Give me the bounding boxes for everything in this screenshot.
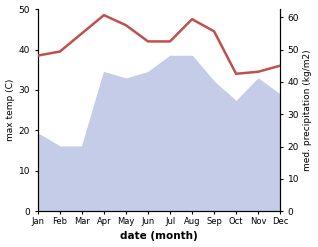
X-axis label: date (month): date (month) xyxy=(120,231,198,242)
Y-axis label: med. precipitation (kg/m2): med. precipitation (kg/m2) xyxy=(303,49,313,171)
Y-axis label: max temp (C): max temp (C) xyxy=(5,79,15,141)
